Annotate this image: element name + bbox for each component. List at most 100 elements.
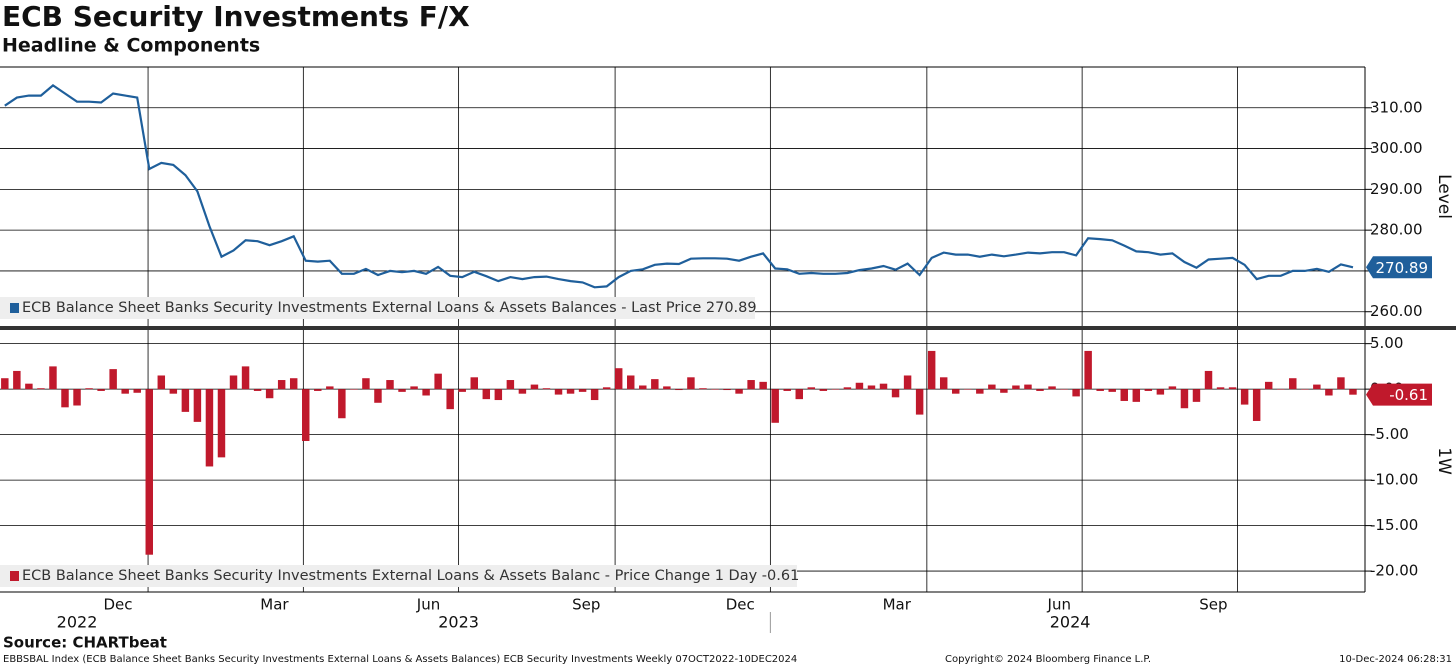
bar [602, 387, 611, 390]
bar [277, 380, 286, 390]
legend-swatch [10, 571, 19, 581]
bar [398, 389, 406, 392]
legend-bg [0, 565, 797, 587]
bar [386, 380, 394, 390]
bar [1132, 389, 1141, 402]
chart-title: ECB Security Investments F/X [2, 0, 470, 33]
bar [855, 382, 864, 390]
bar [1084, 350, 1092, 390]
bar [723, 389, 731, 391]
bar [1144, 389, 1153, 391]
bar [229, 375, 238, 390]
x-tick-label: Jun [416, 596, 440, 614]
bar [976, 389, 984, 394]
bar [747, 380, 755, 390]
last-value-box [1366, 383, 1432, 406]
source: Source: CHARTbeat [3, 634, 167, 652]
bar [831, 389, 840, 390]
bar [1168, 386, 1177, 390]
bar [506, 380, 515, 390]
timestamp: 10-Dec-2024 06:28:31 [1339, 654, 1452, 665]
bar [1072, 389, 1080, 397]
line [4, 84, 1354, 289]
x-year-label: 2022 [57, 613, 98, 632]
bar [1156, 389, 1165, 395]
bar [1012, 385, 1020, 390]
y-tick-label: -20.00 [1370, 562, 1418, 580]
bar [85, 388, 93, 390]
bar [915, 389, 924, 415]
y-tick-label: -10.00 [1370, 471, 1418, 489]
bar [952, 389, 960, 394]
bar [13, 370, 21, 390]
legend-bg [0, 297, 755, 319]
bar [145, 389, 153, 555]
bar [554, 389, 563, 395]
bar [410, 386, 418, 390]
x-tick-label: Mar [260, 596, 289, 614]
bar [1024, 384, 1032, 390]
bar [903, 375, 912, 390]
bar [121, 389, 129, 394]
bar [314, 389, 322, 391]
bar [49, 366, 57, 390]
legend-label: ECB Balance Sheet Banks Security Investm… [22, 300, 757, 316]
bar [843, 387, 852, 390]
bar [1325, 389, 1333, 396]
y-tick-label: 5.00 [1370, 334, 1403, 352]
bar [1252, 389, 1261, 421]
bar [1036, 389, 1044, 391]
bar [1204, 370, 1213, 390]
bar [289, 378, 298, 390]
bar [590, 389, 599, 401]
bar [133, 389, 141, 393]
x-tick-label: Jun [1047, 596, 1071, 614]
bar [422, 389, 430, 396]
last-value-label: -0.61 [1389, 386, 1428, 404]
x-year-label: 2024 [1050, 613, 1091, 632]
x-year-label: 2023 [438, 613, 479, 632]
bar [458, 389, 466, 392]
y-tick-label: 310.00 [1370, 98, 1423, 116]
last-value-label: 270.89 [1376, 259, 1429, 277]
bar [326, 386, 334, 390]
bar [651, 379, 659, 390]
x-tick-label: Sep [1199, 596, 1227, 614]
bar [542, 388, 551, 390]
y-tick-label: 260.00 [1370, 302, 1423, 320]
bar [711, 389, 719, 390]
bar [1313, 384, 1321, 390]
bar [699, 388, 707, 390]
axis-title: Level [1434, 174, 1454, 219]
bar [1277, 389, 1285, 390]
bar [663, 386, 671, 390]
bar [1180, 389, 1189, 409]
bar [627, 375, 635, 390]
bar [374, 389, 382, 403]
bar [157, 375, 166, 390]
bar [795, 389, 803, 400]
y-tick-label: -5.00 [1370, 425, 1409, 443]
bar [446, 389, 454, 410]
bar [1060, 389, 1068, 390]
x-tick-label: Dec [726, 596, 755, 614]
bar [879, 383, 888, 390]
bar [1228, 387, 1237, 390]
y-tick-label: -15.00 [1370, 516, 1418, 534]
bar [819, 389, 828, 391]
bar [338, 389, 346, 419]
bar [927, 350, 936, 390]
y-tick-label: 280.00 [1370, 221, 1423, 239]
x-tick-label: Dec [103, 596, 132, 614]
bar [1096, 389, 1104, 391]
bar [37, 388, 45, 390]
bar [687, 377, 695, 390]
bar [350, 389, 358, 390]
bar [566, 389, 575, 394]
bar [578, 389, 587, 392]
axis-title: 1W [1434, 447, 1454, 475]
bar [759, 381, 767, 390]
bar [771, 389, 779, 423]
